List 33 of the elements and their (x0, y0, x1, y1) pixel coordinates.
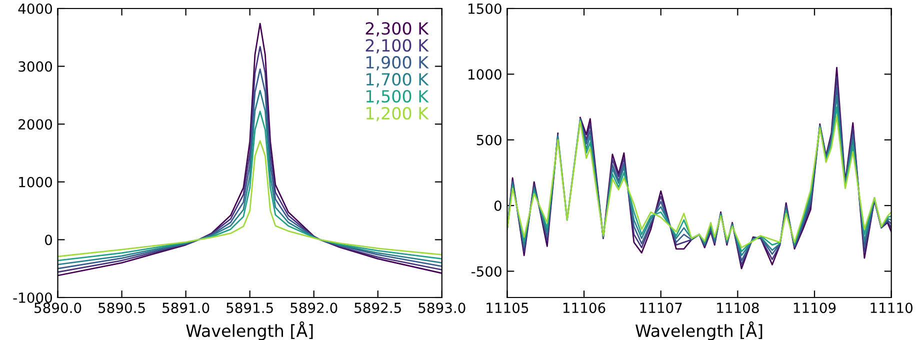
y-tick-label: 1500 (468, 3, 502, 14)
x-tick-label: 5892.5 (354, 302, 401, 314)
text: 2,300 K (366, 22, 429, 36)
x-tick-label: 11106 (563, 302, 606, 314)
y-tick-label: 2000 (18, 119, 52, 130)
x-axis-title: Wavelength [Å] (636, 321, 762, 340)
text: 1,200 K (366, 106, 429, 122)
text: 1,900 K (366, 56, 429, 70)
x-tick-label: 5892.0 (290, 302, 338, 314)
y-tick-label: 4000 (18, 3, 52, 14)
line-series (58, 140, 442, 258)
y-tick-label: 1000 (19, 176, 52, 188)
x-tick-label: 11107 (640, 302, 682, 314)
x-tick-label: 5890.5 (98, 302, 145, 314)
y-tick-label: -1000 (13, 292, 52, 303)
x-tick-label: 11110 (870, 302, 912, 314)
x-axis-title: Wavelength [Å] (186, 321, 313, 340)
text: 1,500 K (366, 90, 429, 104)
x-tick-label: 11108 (717, 302, 759, 314)
x-tick-label: 5893.0 (418, 302, 466, 314)
x-tick-label: 5890.0 (34, 302, 82, 314)
text: 1,700 K (366, 73, 429, 88)
text: 2,100 K (366, 39, 429, 54)
x-tick-label: 11105 (486, 302, 528, 314)
x-tick-label: 5891.5 (226, 302, 273, 314)
y-tick-label: 0 (494, 200, 502, 212)
x-tick-label: 11109 (794, 302, 836, 314)
y-tick-label: 500 (476, 134, 502, 146)
y-tick-label: 0 (44, 234, 52, 246)
y-tick-label: -500 (471, 266, 502, 277)
y-tick-label: 3000 (18, 61, 52, 72)
y-tick-label: 1000 (468, 69, 502, 80)
x-tick-label: 5891.0 (162, 302, 210, 314)
